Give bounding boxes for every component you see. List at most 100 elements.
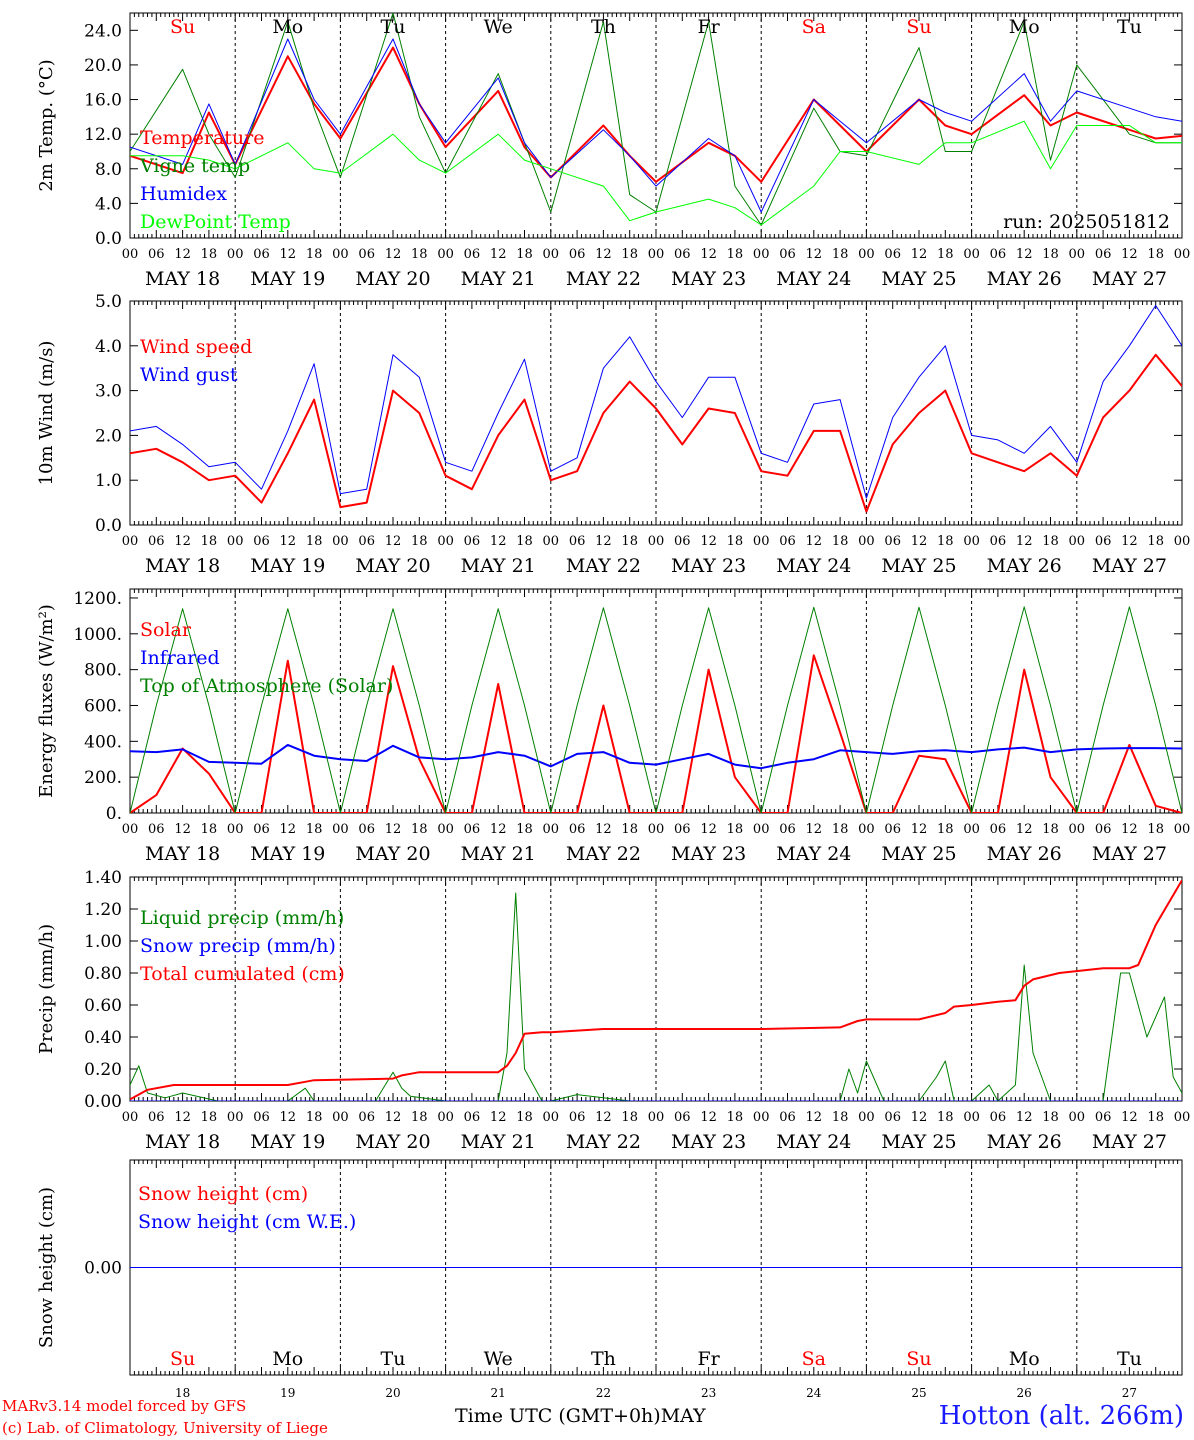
weekday-label: Su: [170, 16, 195, 38]
hour-tick-label: 06: [779, 247, 796, 262]
y-tick-label: 400.: [84, 732, 122, 752]
hour-tick-label: 18: [621, 247, 638, 262]
hour-tick-label: 00: [543, 1110, 560, 1125]
date-label: MAY 26: [987, 1131, 1062, 1153]
hour-tick-label: 18: [306, 247, 323, 262]
weekday-label: Mo: [1009, 16, 1040, 38]
legend-entry: Infrared: [140, 647, 220, 669]
y-tick-label: 0.40: [84, 1028, 122, 1048]
hour-tick-label: 00: [1174, 822, 1191, 837]
hour-tick-label: 00: [122, 534, 139, 549]
x-axis-month: MAY: [660, 1405, 706, 1427]
hour-tick-label: 06: [674, 1110, 691, 1125]
hour-tick-label: 00: [1069, 1110, 1086, 1125]
hour-tick-label: 12: [1121, 822, 1138, 837]
day-number-label: 21: [491, 1386, 506, 1400]
hour-tick-label: 18: [937, 247, 954, 262]
y-tick-label: 12.0: [84, 125, 122, 145]
hour-tick-label: 06: [358, 1110, 375, 1125]
hour-tick-label: 00: [963, 534, 980, 549]
series-line: [130, 38, 1182, 213]
weekday-label: Th: [591, 16, 616, 38]
y-axis-label: Snow height (cm): [36, 1187, 57, 1348]
weekday-label: Sa: [802, 1348, 826, 1370]
date-label: MAY 25: [881, 843, 956, 865]
panel-3: 0. 200. 400. 600. 800. 1000. 1200. Energy fluxe…: [36, 588, 1191, 865]
hour-tick-label: 12: [385, 822, 402, 837]
hour-tick-label: 18: [621, 534, 638, 549]
y-tick-label: 0.20: [84, 1060, 122, 1080]
hour-tick-label: 06: [1095, 1110, 1112, 1125]
date-label: MAY 26: [987, 268, 1062, 290]
hour-tick-label: 18: [1147, 534, 1164, 549]
date-label: MAY 20: [355, 555, 430, 577]
y-tick-label: 4.0: [95, 337, 122, 357]
weekday-label: Mo: [1009, 1348, 1040, 1370]
date-label: MAY 26: [987, 555, 1062, 577]
y-tick-label: 16.0: [84, 91, 122, 111]
series-line: [130, 46, 1182, 183]
y-tick-label: 24.0: [84, 21, 122, 41]
date-label: MAY 18: [145, 555, 220, 577]
date-label: MAY 18: [145, 1131, 220, 1153]
hour-tick-label: 06: [358, 247, 375, 262]
y-tick-label: 2.0: [95, 426, 122, 446]
hour-tick-label: 12: [490, 534, 507, 549]
weekday-label: Tu: [381, 16, 406, 38]
hour-tick-label: 00: [437, 534, 454, 549]
hour-tick-label: 06: [1095, 534, 1112, 549]
hour-tick-label: 12: [700, 822, 717, 837]
hour-tick-label: 18: [411, 822, 428, 837]
date-label: MAY 22: [566, 268, 641, 290]
panel-frame: [129, 588, 1183, 814]
date-label: MAY 27: [1092, 268, 1167, 290]
date-label: MAY 23: [671, 843, 746, 865]
hour-tick-label: 00: [858, 1110, 875, 1125]
hour-tick-label: 18: [201, 822, 218, 837]
hour-tick-label: 12: [1121, 534, 1138, 549]
hour-tick-label: 12: [1121, 247, 1138, 262]
hour-tick-label: 18: [201, 1110, 218, 1125]
hour-tick-label: 12: [911, 1110, 928, 1125]
site-label: Hotton (alt. 266m): [938, 1401, 1184, 1431]
hour-tick-label: 12: [1016, 1110, 1033, 1125]
hour-tick-label: 00: [332, 247, 349, 262]
hour-tick-label: 06: [990, 1110, 1007, 1125]
hour-tick-label: 06: [464, 534, 481, 549]
run-label: run: 2025051812: [1003, 211, 1170, 233]
hour-tick-label: 12: [174, 822, 191, 837]
hour-tick-label: 06: [884, 247, 901, 262]
date-label: MAY 24: [776, 843, 851, 865]
hour-tick-label: 18: [411, 534, 428, 549]
series-line: [130, 879, 1182, 1101]
legend-entry: Solar: [140, 619, 192, 641]
y-tick-label: 1000.: [73, 625, 122, 645]
credit-model: MARv3.14 model forced by GFS: [2, 1397, 247, 1415]
hour-tick-label: 06: [779, 1110, 796, 1125]
date-label: MAY 26: [987, 843, 1062, 865]
hour-tick-label: 12: [1016, 822, 1033, 837]
hour-tick-label: 00: [648, 247, 665, 262]
hour-tick-label: 00: [753, 534, 770, 549]
x-axis-label: Time UTC (GMT+0h)MAY: [455, 1405, 706, 1427]
hour-tick-label: 12: [700, 247, 717, 262]
hour-tick-label: 00: [1174, 534, 1191, 549]
hour-tick-label: 18: [516, 534, 533, 549]
hour-tick-label: 00: [963, 1110, 980, 1125]
hour-tick-label: 12: [174, 1110, 191, 1125]
legend-entry: Snow height (cm): [138, 1183, 308, 1205]
hour-tick-label: 00: [858, 534, 875, 549]
date-label: MAY 19: [250, 555, 325, 577]
hour-tick-label: 00: [122, 1110, 139, 1125]
legend-entry: DewPoint Temp: [140, 211, 291, 233]
hour-tick-label: 00: [753, 822, 770, 837]
hour-tick-label: 00: [858, 822, 875, 837]
series-line: [130, 743, 1182, 770]
hour-tick-label: 12: [595, 247, 612, 262]
hour-tick-label: 06: [148, 822, 165, 837]
hour-tick-label: 12: [174, 247, 191, 262]
weekday-label: Su: [906, 1348, 931, 1370]
hour-tick-label: 00: [543, 247, 560, 262]
hour-tick-label: 18: [727, 822, 744, 837]
day-number-label: 24: [806, 1386, 822, 1400]
